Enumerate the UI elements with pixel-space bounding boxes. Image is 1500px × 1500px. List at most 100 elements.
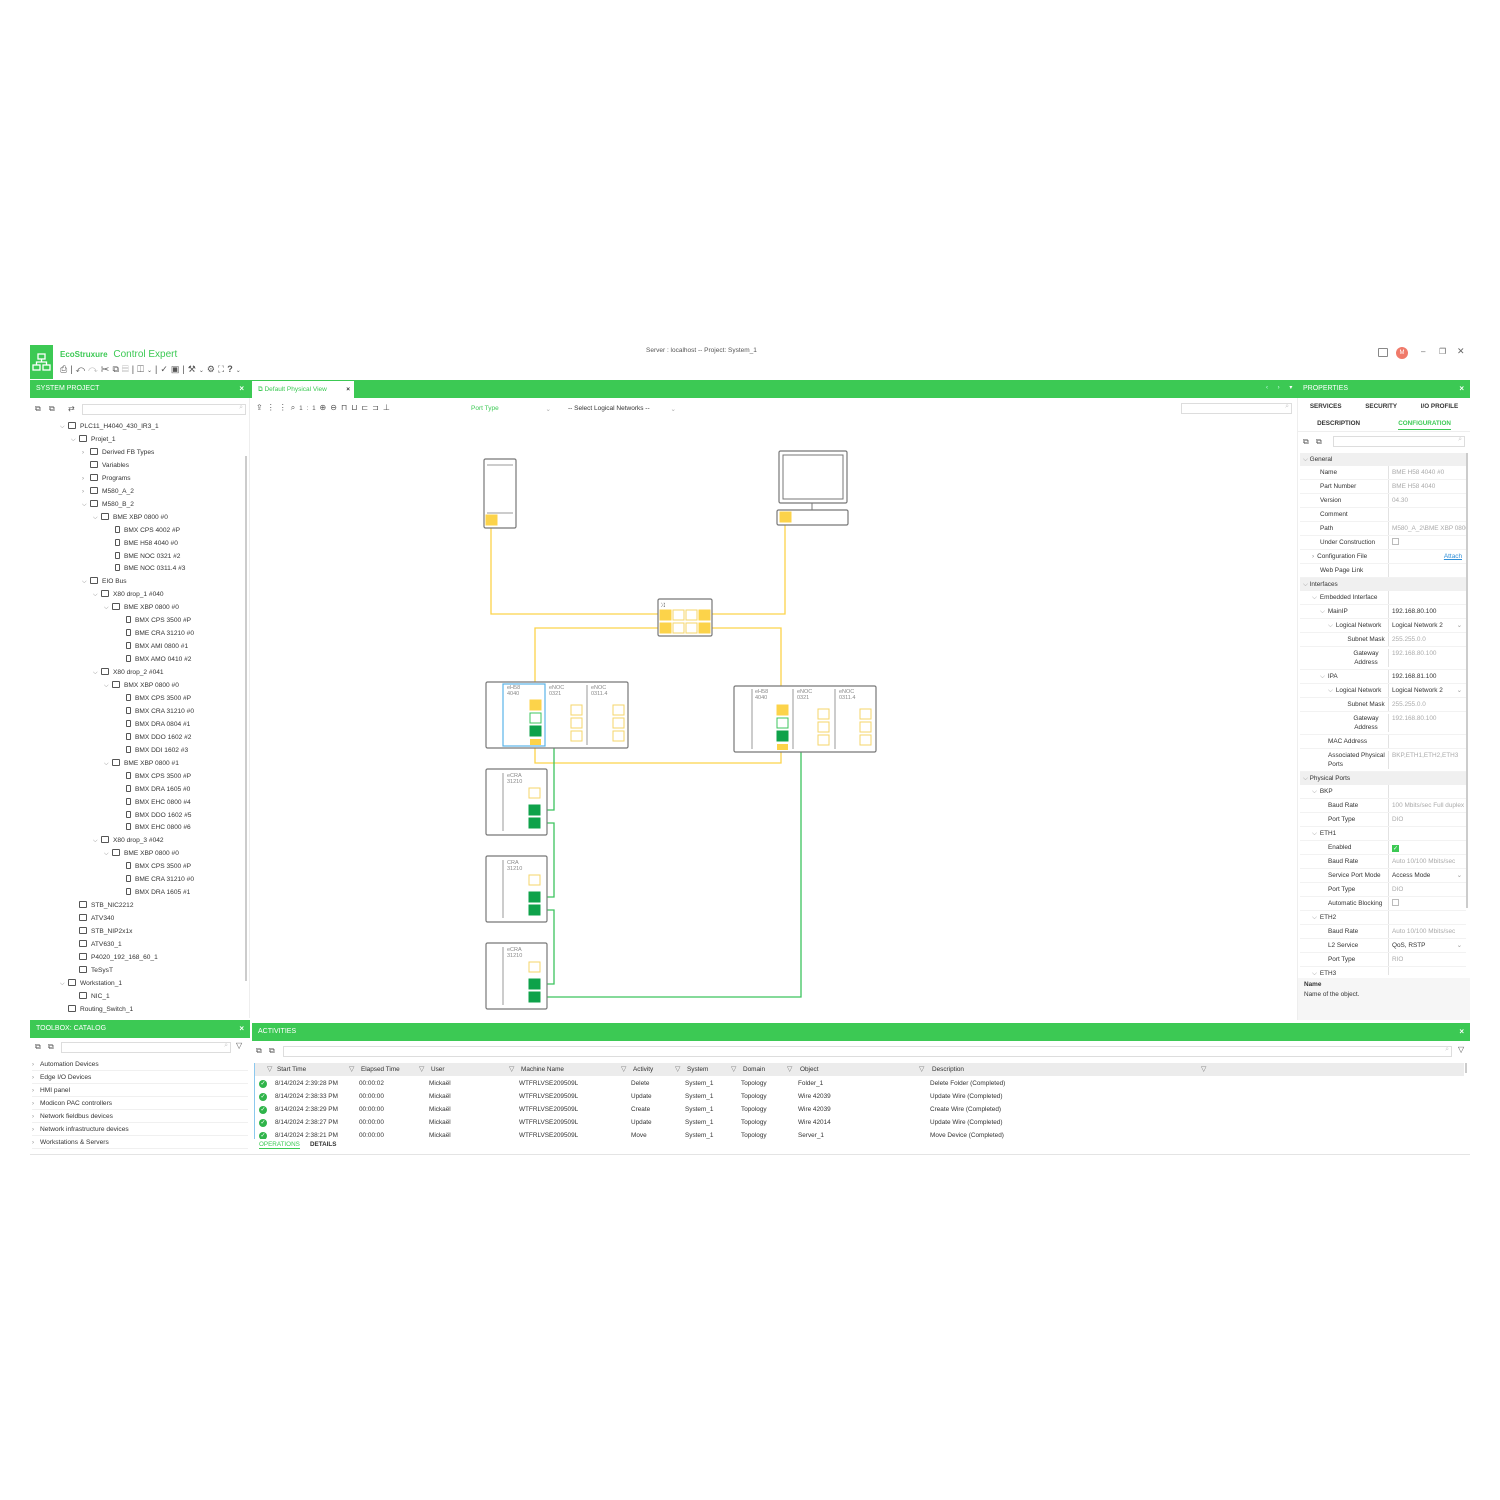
rack-device[interactable] [733,685,877,753]
tree-item[interactable]: BME CRA 31210 #0 [115,627,194,640]
cpu-port[interactable] [776,730,789,742]
column-header[interactable]: Description [932,1066,964,1073]
chevron-down-icon[interactable]: ⌵ [82,579,87,586]
collapse-all-icon[interactable]: ⧉ [1303,437,1309,446]
property-value[interactable]: QoS, RSTP ⌄ [1389,939,1466,952]
filter-icon[interactable]: ▽ [349,1066,355,1073]
column-header[interactable]: System [687,1066,709,1073]
table-row[interactable]: ✓ 8/14/2024 2:38:21 PM 00:00:00 Mickaël WTFR… [255,1129,1463,1139]
align-right-icon[interactable]: ⊐ [372,403,383,412]
filter-icon[interactable]: ▽ [731,1066,737,1073]
table-row[interactable]: ✓ 8/14/2024 2:38:27 PM 00:00:00 Mickaël WTFR… [255,1116,1463,1129]
filter-icon[interactable]: ▽ [1458,1045,1465,1054]
chevron-down-icon[interactable]: ⌵ [104,605,109,612]
align-bottom-icon[interactable]: ⊔ [351,403,362,412]
tree-item[interactable]: ⌵ BME XBP 0800 #0 [93,511,168,524]
tree-item[interactable]: BMX CPS 3500 #P [115,860,191,873]
chevron-down-icon[interactable]: ⌄ [1456,622,1462,629]
close-toolbox[interactable]: × [239,1024,244,1033]
export-icon[interactable]: ⇪ [256,403,267,412]
chevron-down-icon[interactable]: ⌄ [1456,942,1462,949]
wire-switch-rack1[interactable] [534,627,658,700]
redo-icon[interactable]: ↷ [88,364,101,374]
tree-item[interactable]: Variables [82,459,129,472]
tree-item[interactable]: › Derived FB Types [82,446,154,459]
close-system-project[interactable]: × [239,384,244,393]
chevron-down-icon[interactable]: ⌵ [93,592,98,599]
server-port[interactable] [485,514,498,526]
search-zoom-icon[interactable]: ⌕ [290,403,300,412]
switch-port[interactable] [698,622,711,634]
noc-port[interactable] [570,717,583,729]
property-section[interactable]: ⌵ Interfaces [1300,578,1466,591]
table-row[interactable]: ✓ 8/14/2024 2:38:33 PM 00:00:00 Mickaël WTFR… [255,1090,1463,1103]
collapse-all-icon[interactable]: ⧉ [35,404,41,413]
chevron-down-icon[interactable]: ⌵ [1312,970,1317,975]
tree-item[interactable]: ATV340 [71,912,114,925]
collapse-all-icon[interactable]: ⧉ [256,1046,262,1055]
property-value[interactable] [1389,536,1466,549]
chevron-down-icon[interactable]: ⌵ [1312,914,1317,921]
switch-port[interactable] [659,609,672,621]
catalog-category[interactable]: › Edge I/O Devices [32,1071,248,1084]
activities-tab[interactable]: OPERATIONS [259,1141,300,1149]
cpu-port[interactable] [776,717,789,729]
tree-item[interactable]: BMX AMI 0800 #1 [115,640,188,653]
cra-port[interactable] [528,874,541,886]
close-tab-icon[interactable]: × [346,386,350,393]
chevron-right-icon[interactable]: › [82,449,84,456]
filter-icon[interactable]: ▽ [419,1066,425,1073]
backplane-port[interactable] [530,739,541,745]
tree-item[interactable]: ⌵ BMX XBP 0800 #0 [104,679,179,692]
minimize-button[interactable]: – [1421,347,1426,356]
chevron-down-icon[interactable]: ⌵ [104,851,109,858]
filter-icon[interactable]: ▽ [509,1066,515,1073]
switch-port[interactable] [659,622,672,634]
table-row[interactable]: ✓ 8/14/2024 2:39:28 PM 00:00:02 Mickaël WTFR… [255,1077,1463,1090]
property-tab[interactable]: DESCRIPTION [1317,420,1361,427]
chevron-down-icon[interactable]: ⌵ [82,501,87,508]
switch-port[interactable] [685,622,698,634]
tree-item[interactable]: BME H58 4040 #0 [104,537,178,550]
wire-rio-rack2[interactable] [540,735,802,998]
property-tab[interactable]: CONFIGURATION [1398,418,1451,430]
tree-item[interactable]: P4020_192_168_60_1 [71,951,158,964]
tree-item[interactable]: BMX DDI 1602 #3 [115,744,188,757]
cra-port[interactable] [528,904,541,916]
align-left-icon[interactable]: ⊏ [361,403,373,412]
tab-default-physical-view[interactable]: ⧉ Default Physical View × [252,381,354,398]
chevron-down-icon[interactable]: ⌵ [60,980,65,987]
chevron-right-icon[interactable]: › [82,475,84,482]
cut-icon[interactable]: ✂ [100,364,113,374]
tree-item[interactable]: BME CRA 31210 #0 [115,873,194,886]
property-value[interactable]: Logical Network 2 ⌄ [1389,684,1466,697]
tree-item[interactable]: BMX EHC 0800 #4 [115,796,191,809]
catalog-category[interactable]: › Automation Devices [32,1058,248,1071]
backplane-port[interactable] [777,744,788,750]
catalog-category[interactable]: › Network fieldbus devices [32,1110,248,1123]
tree-item[interactable]: › M580_A_2 [82,485,134,498]
cra-port[interactable] [528,991,541,1003]
chevron-down-icon[interactable]: ⌵ [1320,673,1325,680]
column-header[interactable]: Domain [743,1066,766,1073]
tree-item[interactable]: BMX CRA 31210 #0 [115,705,194,718]
expand-all-icon[interactable]: ⧉ [1316,437,1322,446]
tools-icon[interactable]: ⚒ [187,364,199,374]
chevron-right-icon[interactable]: › [1312,553,1315,560]
layout-icon[interactable]: ◫ [137,364,147,374]
activities-scrollbar[interactable] [1465,1063,1467,1073]
switch-port[interactable] [672,609,685,621]
zoom-reset-button[interactable]: 1:1 [299,406,320,412]
tree-search-input[interactable]: ⌕ [82,404,246,415]
logical-networks-dropdown[interactable]: -- Select Logical Networks -- ⌄ [568,405,676,413]
activities-tab[interactable]: DETAILS [310,1141,337,1148]
tab-nav-icons[interactable]: ‹ › ▾ [1266,385,1297,391]
properties-scrollbar[interactable] [1466,453,1468,908]
cra-port[interactable] [528,804,541,816]
checkbox[interactable]: ✓ [1392,845,1399,852]
noc-port[interactable] [570,730,583,742]
tree-item[interactable]: ⌵ M580_B_2 [82,498,134,511]
tree-item[interactable]: BMX DDO 1602 #2 [115,731,191,744]
tree-item[interactable]: TeSysT [71,964,113,977]
property-value[interactable]: Attach [1389,550,1466,563]
